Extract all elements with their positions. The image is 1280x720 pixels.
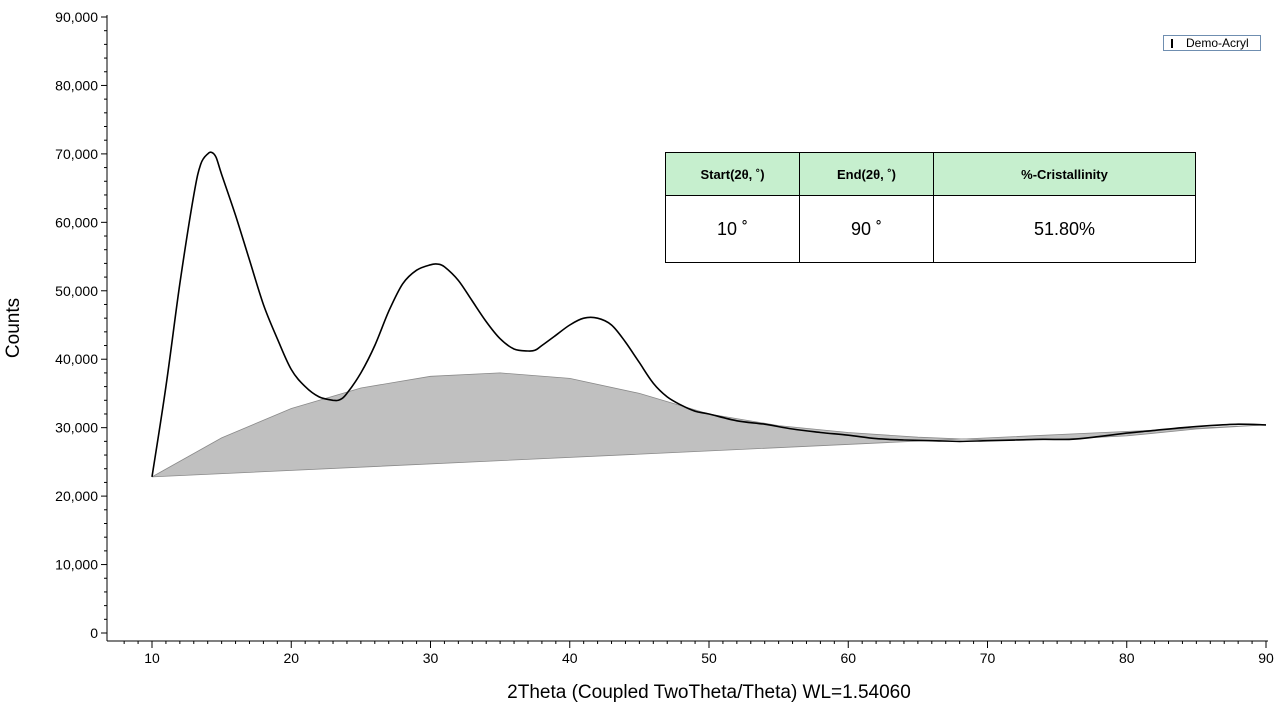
x-tick-label: 80 (1119, 650, 1135, 666)
y-tick-label: 30,000 (55, 420, 98, 436)
y-tick-label: 70,000 (55, 146, 98, 162)
table-row: 10 ˚ 90 ˚ 51.80% (665, 195, 1196, 263)
table-cell-start: 10 ˚ (665, 195, 800, 263)
x-tick-label: 40 (562, 650, 578, 666)
table-header-row: Start(2θ, ˚) End(2θ, ˚) %-Cristallinity (665, 152, 1196, 196)
crystallinity-table: Start(2θ, ˚) End(2θ, ˚) %-Cristallinity … (665, 152, 1196, 263)
x-tick-label: 30 (423, 650, 439, 666)
y-tick-label: 60,000 (55, 214, 98, 230)
x-tick-label: 10 (144, 650, 160, 666)
y-tick-label: 90,000 (55, 9, 98, 25)
legend: Demo-Acryl (1163, 35, 1261, 51)
amorphous-fill-layer (151, 372, 1267, 478)
x-tick-label: 70 (980, 650, 996, 666)
table-cell-end: 90 ˚ (799, 195, 934, 263)
legend-swatch-demo-acryl (1171, 38, 1173, 48)
series-line-demo-acryl (151, 151, 1267, 478)
legend-label: Demo-Acryl (1186, 36, 1249, 50)
x-tick-label: 50 (701, 650, 717, 666)
y-tick-label: 0 (90, 625, 98, 641)
x-tick-label: 90 (1258, 650, 1274, 666)
table-cell-crystallinity: 51.80% (933, 195, 1196, 263)
table-header-crystallinity: %-Cristallinity (933, 152, 1196, 196)
y-tick-label: 20,000 (55, 488, 98, 504)
y-tick-label: 10,000 (55, 557, 98, 573)
y-tick-label: 40,000 (55, 351, 98, 367)
x-tick-label: 60 (840, 650, 856, 666)
series-layer (151, 151, 1267, 478)
y-tick-label: 80,000 (55, 77, 98, 93)
axes: 0 10,000 20,000 30,000 40,000 50,000 60,000 70,… (55, 9, 1274, 666)
y-axis-title: Counts (3, 298, 24, 358)
table-header-end: End(2θ, ˚) (799, 152, 934, 196)
amorphous-area (151, 372, 1267, 478)
y-tick-label: 50,000 (55, 283, 98, 299)
table-header-start: Start(2θ, ˚) (665, 152, 800, 196)
x-axis-title: 2Theta (Coupled TwoTheta/Theta) WL=1.540… (507, 682, 911, 703)
x-tick-label: 20 (283, 650, 299, 666)
